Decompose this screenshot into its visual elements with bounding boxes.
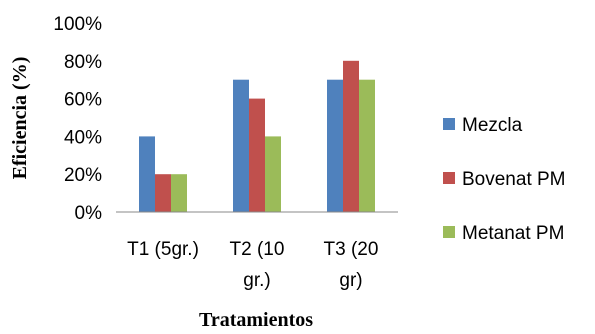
y-tick-label: 40% — [64, 127, 102, 148]
x-axis-categories: T1 (5gr.) T2 (10 gr.) T3 (20 gr) — [127, 239, 378, 291]
bar-mezcla — [327, 79, 343, 212]
legend-label: Metanat PM — [462, 223, 564, 244]
y-tick-label: 60% — [64, 90, 102, 111]
bar-bovenat-pm — [343, 60, 359, 212]
legend-swatch — [443, 172, 455, 184]
x-category-label: gr.) — [243, 270, 270, 291]
legend-swatch — [443, 226, 455, 238]
y-tick-label: 80% — [64, 52, 102, 73]
x-category-label: T3 (20 — [324, 239, 379, 260]
bar-metanat-pm — [359, 79, 375, 212]
bar-metanat-pm — [171, 174, 187, 212]
y-tick-label: 20% — [64, 165, 102, 186]
legend: Mezcla Bovenat PM Metanat PM — [443, 115, 566, 244]
x-category-label: T1 (5gr.) — [127, 239, 199, 260]
y-tick-label: 100% — [53, 14, 102, 35]
x-category-label: T2 (10 — [230, 239, 285, 260]
legend-label: Mezcla — [462, 115, 523, 136]
legend-swatch — [443, 118, 455, 130]
x-axis-title: Tratamientos — [199, 309, 313, 331]
bars — [139, 60, 375, 212]
bar-mezcla — [233, 79, 249, 212]
bar-metanat-pm — [265, 136, 281, 212]
x-category-label: gr) — [339, 270, 362, 291]
legend-label: Bovenat PM — [462, 169, 566, 190]
y-tick-label: 0% — [75, 203, 103, 224]
y-axis-ticks: 0% 20% 40% 60% 80% 100% — [53, 14, 102, 224]
bar-bovenat-pm — [249, 98, 265, 212]
bar-bovenat-pm — [155, 174, 171, 212]
bar-mezcla — [139, 136, 155, 212]
y-axis-title: Eficiencia (%) — [9, 57, 31, 180]
